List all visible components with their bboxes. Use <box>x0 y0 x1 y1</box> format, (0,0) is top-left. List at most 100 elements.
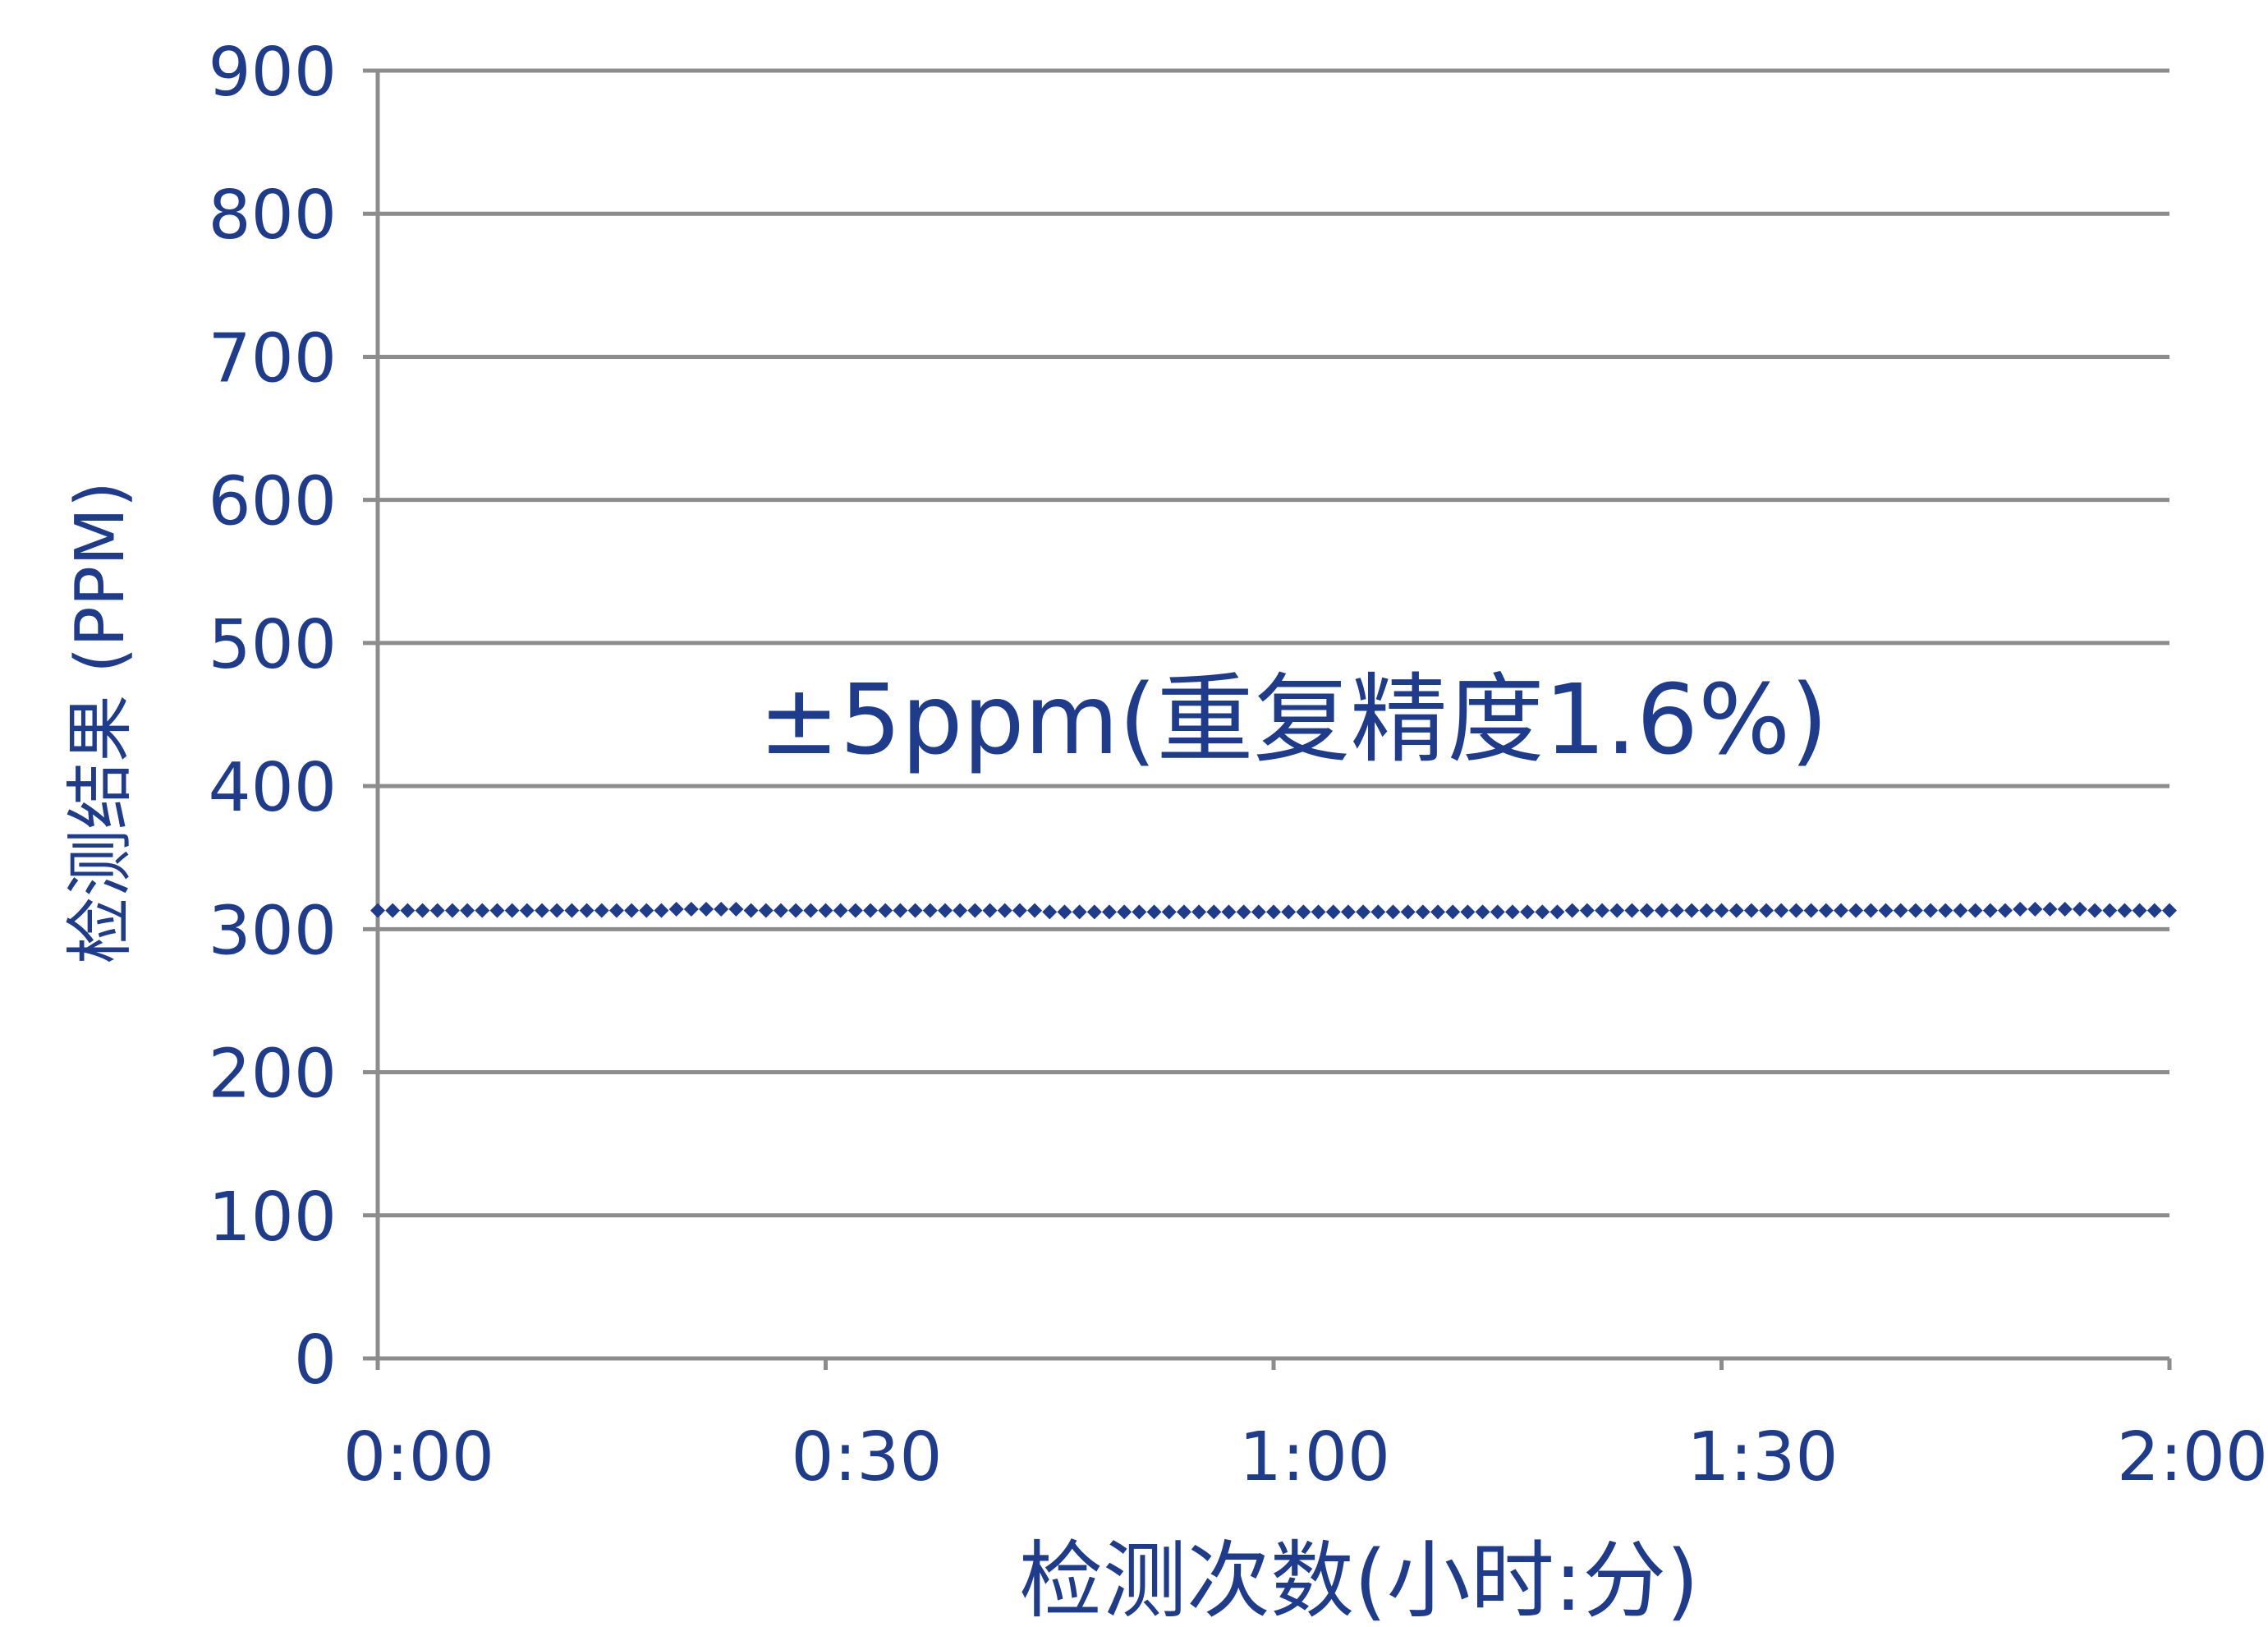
data-point <box>475 903 490 918</box>
data-point <box>1027 903 1043 918</box>
x-tick-label: 2:00 <box>2117 1418 2268 1496</box>
data-point <box>564 903 580 918</box>
data-point <box>668 901 684 917</box>
data-point <box>1967 903 1983 918</box>
data-point <box>1759 903 1774 918</box>
data-point <box>1743 903 1759 918</box>
data-point <box>1848 903 1864 918</box>
data-point <box>1953 903 1968 918</box>
data-point <box>1221 904 1237 920</box>
y-tick-label: 600 <box>208 463 337 541</box>
data-point <box>1176 904 1191 920</box>
data-point <box>1654 903 1669 918</box>
data-point <box>2027 901 2043 917</box>
data-point <box>460 903 475 918</box>
data-point <box>549 903 565 918</box>
data-point <box>1564 903 1580 918</box>
data-point <box>1908 903 1923 918</box>
y-tick-label: 300 <box>208 892 337 970</box>
data-point <box>1714 903 1729 918</box>
data-point <box>639 903 654 918</box>
data-point <box>1086 904 1102 920</box>
y-tick-label: 0 <box>294 1321 337 1399</box>
y-tick-labels: 0 100 200 300 400 500 600 700 800 900 <box>208 34 337 1399</box>
data-point <box>1072 904 1087 920</box>
data-point <box>683 901 699 917</box>
data-point <box>922 903 938 918</box>
data-point <box>1788 903 1804 918</box>
data-point <box>1400 904 1416 920</box>
data-point <box>579 903 595 918</box>
y-tick-label: 400 <box>208 749 337 827</box>
data-point <box>1370 904 1386 920</box>
data-point <box>758 903 774 918</box>
data-point <box>1684 903 1700 918</box>
data-point <box>773 903 788 918</box>
data-point <box>1609 903 1625 918</box>
data-point <box>1281 904 1297 920</box>
y-tick-label: 200 <box>208 1036 337 1114</box>
y-axis-title: 检测结果 (PPM) <box>62 481 140 964</box>
x-tick-labels: 0:00 0:30 1:00 1:30 2:00 <box>343 1418 2268 1496</box>
data-point <box>1818 903 1834 918</box>
data-point <box>1101 904 1117 920</box>
data-point <box>608 903 624 918</box>
x-tick-label: 1:00 <box>1239 1418 1390 1496</box>
data-point <box>1251 904 1266 920</box>
data-point <box>1236 904 1251 920</box>
data-point <box>1311 904 1326 920</box>
data-point <box>1385 904 1401 920</box>
data-point <box>878 903 893 918</box>
data-point <box>2057 901 2073 917</box>
data-point <box>1057 904 1072 920</box>
y-tick-label: 100 <box>208 1179 337 1257</box>
data-point <box>1266 904 1281 920</box>
data-point <box>1774 903 1789 918</box>
data-point <box>1803 903 1819 918</box>
data-point <box>2042 901 2058 917</box>
data-point <box>728 901 744 917</box>
data-point <box>1430 904 1446 920</box>
data-point <box>504 903 520 918</box>
data-point <box>1669 903 1684 918</box>
data-point <box>1938 903 1954 918</box>
data-point <box>1117 904 1132 920</box>
y-tick-label: 700 <box>208 319 337 398</box>
data-point <box>863 903 879 918</box>
data-point <box>714 901 729 917</box>
data-point <box>1595 903 1610 918</box>
data-points <box>370 901 2177 920</box>
x-axis-title: 检测次数(小时:分) <box>1019 1533 1699 1627</box>
gridlines <box>363 68 2169 1361</box>
data-point <box>2146 903 2162 918</box>
data-point <box>489 903 505 918</box>
y-tick-label: 800 <box>208 177 337 255</box>
data-point <box>818 903 833 918</box>
data-point <box>1042 904 1058 920</box>
data-point <box>1699 903 1715 918</box>
data-point <box>1460 904 1476 920</box>
data-point <box>1624 903 1640 918</box>
data-point <box>833 903 848 918</box>
data-point <box>2013 901 2028 917</box>
data-point <box>699 901 714 917</box>
y-tick-label: 500 <box>208 606 337 684</box>
data-point <box>385 903 401 918</box>
data-point <box>370 903 385 918</box>
data-point <box>594 903 609 918</box>
data-point <box>654 903 669 918</box>
data-point <box>415 903 430 918</box>
data-point <box>1325 904 1341 920</box>
x-tick-label: 0:00 <box>343 1418 494 1496</box>
data-point <box>1146 904 1162 920</box>
data-point <box>2102 903 2118 918</box>
data-point <box>788 903 804 918</box>
precision-annotation: ±5ppm(重复精度1.6%) <box>759 663 1829 776</box>
data-point <box>743 903 759 918</box>
data-point <box>1639 903 1655 918</box>
x-tick-label: 1:30 <box>1687 1418 1838 1496</box>
data-point <box>2117 903 2133 918</box>
data-point <box>997 903 1012 918</box>
data-point <box>1579 903 1595 918</box>
